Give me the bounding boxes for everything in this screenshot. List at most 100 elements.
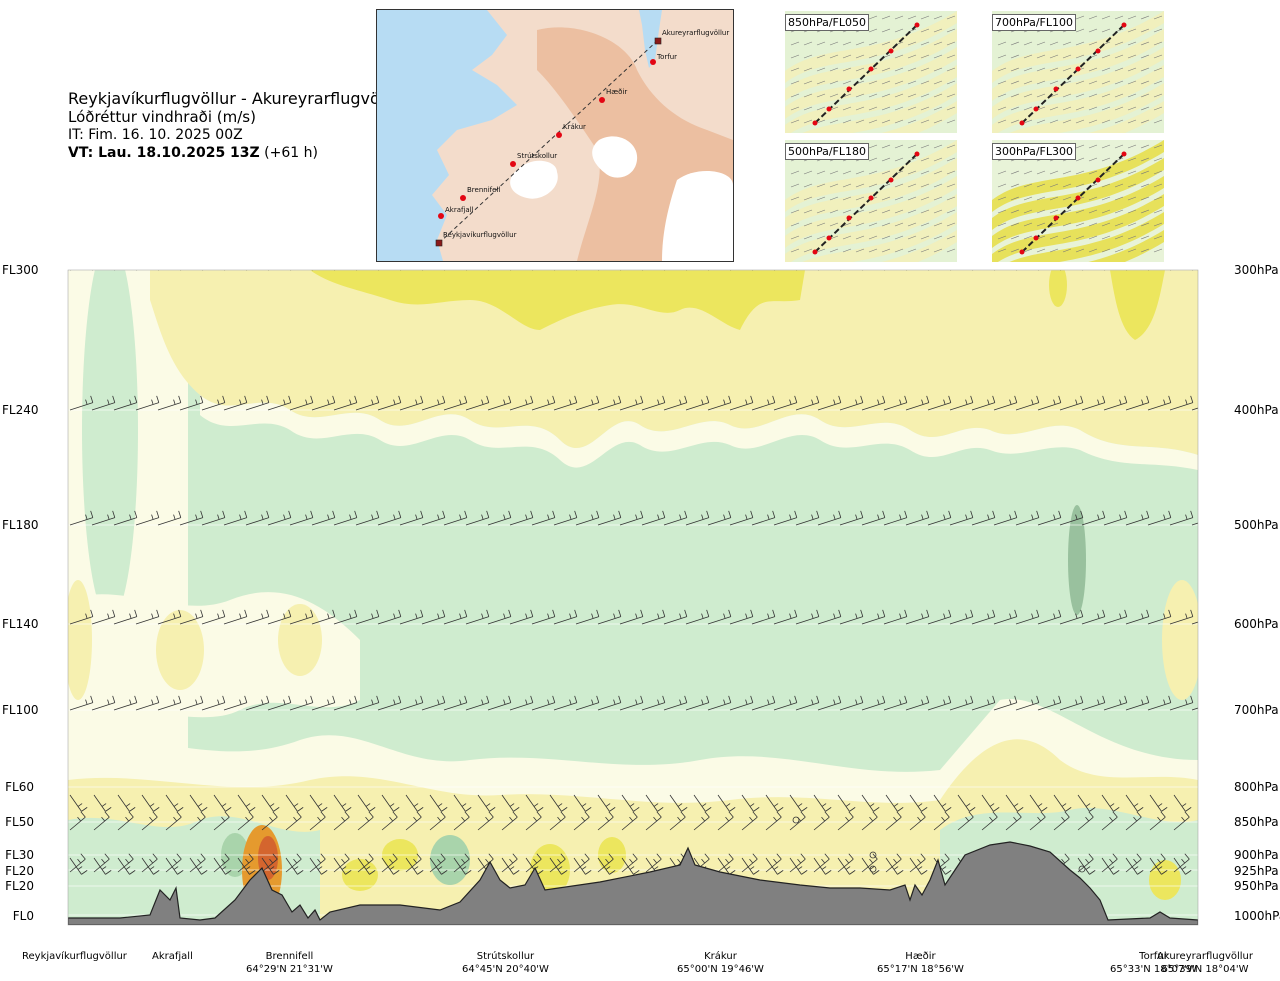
wind-barb-flag bbox=[745, 699, 748, 705]
wind-barb bbox=[861, 609, 886, 625]
mini-barb-0 bbox=[790, 119, 800, 124]
mini-barb-1 bbox=[1036, 93, 1046, 98]
wind-barb bbox=[575, 695, 600, 711]
wind-barb bbox=[357, 853, 374, 873]
wind-barb-flag bbox=[1124, 609, 1128, 617]
mini-barb-3 bbox=[1140, 157, 1150, 162]
wind-barb bbox=[333, 695, 358, 711]
mini-barb-2 bbox=[946, 235, 956, 240]
wind-barb bbox=[267, 609, 292, 625]
mini-barb-0 bbox=[881, 41, 891, 46]
wind-barb-flag bbox=[662, 695, 666, 703]
wind-barb-flag bbox=[80, 853, 86, 860]
wind-barb-flag bbox=[288, 510, 292, 518]
wind-barb-flag bbox=[1168, 395, 1172, 403]
mini-barb-3 bbox=[1153, 157, 1163, 162]
wind-barb-flag bbox=[816, 510, 820, 518]
wind-barb-shaft bbox=[663, 616, 687, 625]
wind-barb-flag bbox=[679, 613, 682, 619]
wind-barb-flag bbox=[1040, 811, 1046, 818]
wind-barb-flag bbox=[811, 613, 814, 619]
wind-barb bbox=[576, 270, 578, 271]
wind-barb-flag bbox=[310, 395, 314, 403]
wind-barb-flag bbox=[152, 260, 154, 265]
wind-barb-flag bbox=[222, 395, 226, 403]
mini-barb-3 bbox=[1153, 183, 1163, 188]
mini-band-1-1 bbox=[992, 29, 1164, 101]
wind-barb-flag bbox=[344, 853, 350, 860]
hpa-tick-2: 500hPa bbox=[1234, 518, 1279, 532]
wind-barb bbox=[553, 510, 578, 526]
mini-barb-3 bbox=[1023, 183, 1033, 188]
wind-barb-flag bbox=[570, 260, 572, 265]
mini-barb-1 bbox=[1088, 41, 1098, 46]
mini-barb-0 bbox=[855, 67, 865, 72]
wind-barb bbox=[285, 794, 304, 812]
wind-barb-shaft bbox=[113, 616, 137, 625]
mini-barb-3 bbox=[1023, 196, 1033, 201]
mini-barb-3 bbox=[1088, 222, 1098, 227]
mini-barb-1 bbox=[1088, 106, 1098, 111]
mini-barb-1 bbox=[997, 67, 1007, 72]
wind-barb-flag bbox=[1190, 510, 1194, 518]
wind-barb-shaft bbox=[949, 517, 973, 526]
mini-barb-0 bbox=[946, 67, 956, 72]
wind-barb-shaft bbox=[1101, 794, 1114, 812]
wind-barb-shaft bbox=[165, 816, 182, 831]
wind-barb bbox=[525, 853, 542, 873]
wind-barb-shaft bbox=[1126, 270, 1128, 271]
wind-barb-shaft bbox=[597, 616, 621, 625]
wind-barb-flag bbox=[749, 866, 755, 870]
mini-barb-0 bbox=[920, 80, 930, 85]
wind-barb-flag bbox=[195, 699, 198, 705]
wind-barb-flag bbox=[1119, 699, 1122, 705]
wind-barb bbox=[1015, 695, 1040, 711]
mini-barb-1 bbox=[1010, 80, 1020, 85]
wind-barb-flag bbox=[899, 514, 902, 520]
wind-barb-shaft bbox=[957, 794, 970, 812]
wind-barb-flag bbox=[389, 858, 394, 864]
wind-barb-shaft bbox=[261, 816, 278, 831]
wind-barb bbox=[645, 794, 664, 812]
wind-barb-flag bbox=[825, 870, 832, 875]
wind-barb-flag bbox=[899, 399, 902, 405]
wind-barb-flag bbox=[248, 853, 254, 860]
wind-barb-flag bbox=[134, 695, 138, 703]
wind-barb-shaft bbox=[311, 517, 335, 526]
wind-barb-shaft bbox=[707, 702, 731, 711]
wind-barb bbox=[213, 857, 232, 875]
wind-barb-shaft bbox=[311, 702, 335, 711]
mini-barb-0 bbox=[881, 106, 891, 111]
wind-barb-shaft bbox=[620, 270, 622, 271]
wind-barb-shaft bbox=[157, 702, 181, 711]
wind-barb-flag bbox=[856, 260, 858, 265]
wind-barb-flag bbox=[512, 811, 518, 818]
wind-barb bbox=[933, 794, 952, 812]
mini-barb-3 bbox=[1036, 170, 1046, 175]
wind-barb-flag bbox=[753, 807, 760, 812]
wind-barb-flag bbox=[1112, 853, 1118, 860]
mini-barb-0 bbox=[868, 41, 878, 46]
wind-barb-flag bbox=[174, 260, 176, 265]
wind-barb bbox=[213, 853, 230, 873]
wind-barb-shaft bbox=[549, 816, 566, 831]
wind-barb bbox=[157, 510, 182, 526]
mini-barb-0 bbox=[894, 80, 904, 85]
wind-barb-flag bbox=[1181, 858, 1186, 864]
wind-barb bbox=[113, 695, 138, 711]
wind-barb-flag bbox=[305, 613, 308, 619]
wind-barb bbox=[201, 510, 226, 526]
wind-barb-flag bbox=[128, 853, 134, 860]
wind-barb bbox=[91, 609, 116, 625]
mini-barb-2 bbox=[855, 196, 865, 201]
mini-barb-2 bbox=[868, 209, 878, 214]
mini-barb-1 bbox=[1075, 54, 1085, 59]
wind-barb-flag bbox=[772, 609, 776, 617]
wind-barb-shaft bbox=[813, 816, 830, 831]
wind-barb-flag bbox=[420, 395, 424, 403]
wind-barb-flag bbox=[797, 803, 803, 807]
wind-barb-flag bbox=[1080, 695, 1084, 703]
mini-barb-1 bbox=[997, 93, 1007, 98]
wind-barb-flag bbox=[794, 510, 798, 518]
wind-barb bbox=[685, 395, 710, 411]
